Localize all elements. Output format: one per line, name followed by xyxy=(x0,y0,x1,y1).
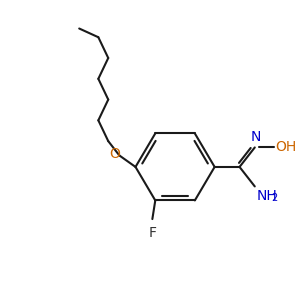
Text: 2: 2 xyxy=(271,193,278,203)
Text: OH: OH xyxy=(275,141,296,154)
Text: O: O xyxy=(110,147,120,161)
Text: NH: NH xyxy=(256,189,277,203)
Text: F: F xyxy=(148,226,156,240)
Text: N: N xyxy=(250,130,261,144)
